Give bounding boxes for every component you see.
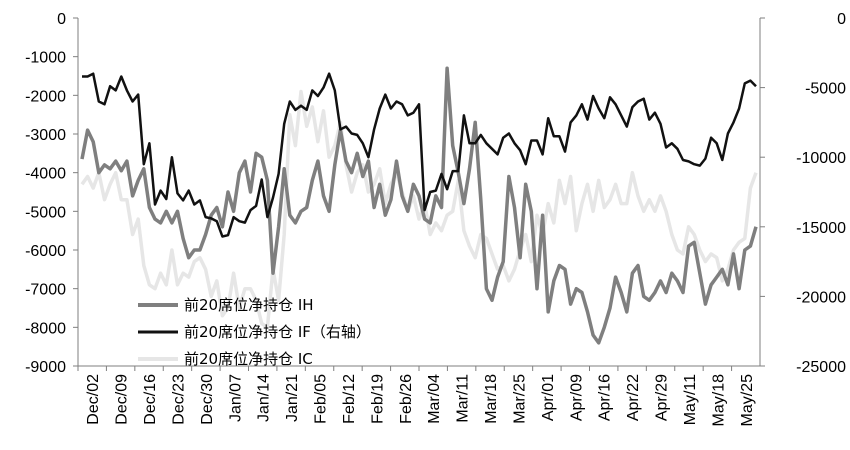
x-tick-label: Mar/25 <box>511 374 528 424</box>
series-layer <box>80 66 758 345</box>
x-tick-label: Apr/09 <box>568 374 585 421</box>
x-tick-label: Feb/19 <box>369 374 386 424</box>
legend: 前20席位净持仓 IH 前20席位净持仓 IF（右轴） 前20席位净持仓 IC <box>138 296 371 368</box>
left-tick-label: 0 <box>57 11 66 28</box>
x-tick-label: Feb/26 <box>398 374 415 424</box>
x-tick-label: Dec/02 <box>85 374 102 425</box>
left-tick-label: -8000 <box>25 320 66 337</box>
x-tick-label: Feb/12 <box>341 374 358 424</box>
x-tick-label: Apr/22 <box>625 374 642 421</box>
x-axis: Dec/02 Dec/09 Dec/16 Dec/23 Dec/30 Jan/07 Jan/… <box>77 366 756 427</box>
x-tick-label: Jan/14 <box>256 374 273 422</box>
x-tick-label: Dec/09 <box>114 374 131 425</box>
left-tick-label: -1000 <box>25 50 66 67</box>
series-line-2 <box>80 89 758 330</box>
x-tick-label: Dec/16 <box>142 374 159 425</box>
right-tick-label: 0 <box>837 11 846 28</box>
x-tick-label: Dec/30 <box>199 374 216 425</box>
right-tick-label: -5000 <box>805 81 846 98</box>
right-tick-label: -25000 <box>796 359 846 376</box>
x-tick-label: Apr/01 <box>540 374 557 421</box>
x-tick-label: May/11 <box>682 374 699 425</box>
right-tick-label: -10000 <box>796 150 846 167</box>
left-tick-label: -9000 <box>25 359 66 376</box>
left-tick-label: -4000 <box>25 166 66 183</box>
left-y-axis: 0 -1000 -2000 -3000 -4000 -5000 -6000 -7000 -800… <box>25 11 78 376</box>
left-tick-label: -5000 <box>25 204 66 221</box>
series-line-0 <box>80 66 758 345</box>
x-tick-label: Jan/07 <box>227 374 244 422</box>
x-tick-label: Mar/11 <box>455 374 472 423</box>
x-tick-label: May/25 <box>739 374 756 427</box>
x-tick-label: Jan/21 <box>284 374 301 422</box>
right-tick-label: -20000 <box>796 289 846 306</box>
legend-label: 前20席位净持仓 IF（右轴） <box>184 323 371 341</box>
right-y-axis: 0 -5000 -10000 -15000 -20000 -25000 <box>760 11 846 376</box>
left-tick-label: -3000 <box>25 127 66 144</box>
x-tick-label: May/18 <box>710 374 727 427</box>
legend-label: 前20席位净持仓 IH <box>184 296 314 314</box>
x-tick-label: Feb/05 <box>313 374 330 424</box>
left-tick-label: -7000 <box>25 282 66 299</box>
left-tick-label: -2000 <box>25 88 66 105</box>
right-tick-label: -15000 <box>796 220 846 237</box>
x-tick-label: Apr/29 <box>654 374 671 421</box>
series-line-1 <box>82 72 757 238</box>
x-tick-label: Dec/23 <box>170 374 187 425</box>
x-tick-label: Mar/18 <box>483 374 500 424</box>
legend-label: 前20席位净持仓 IC <box>184 350 313 368</box>
x-tick-label: Apr/16 <box>597 374 614 421</box>
x-tick-label: Mar/04 <box>426 374 443 424</box>
left-tick-label: -6000 <box>25 243 66 260</box>
